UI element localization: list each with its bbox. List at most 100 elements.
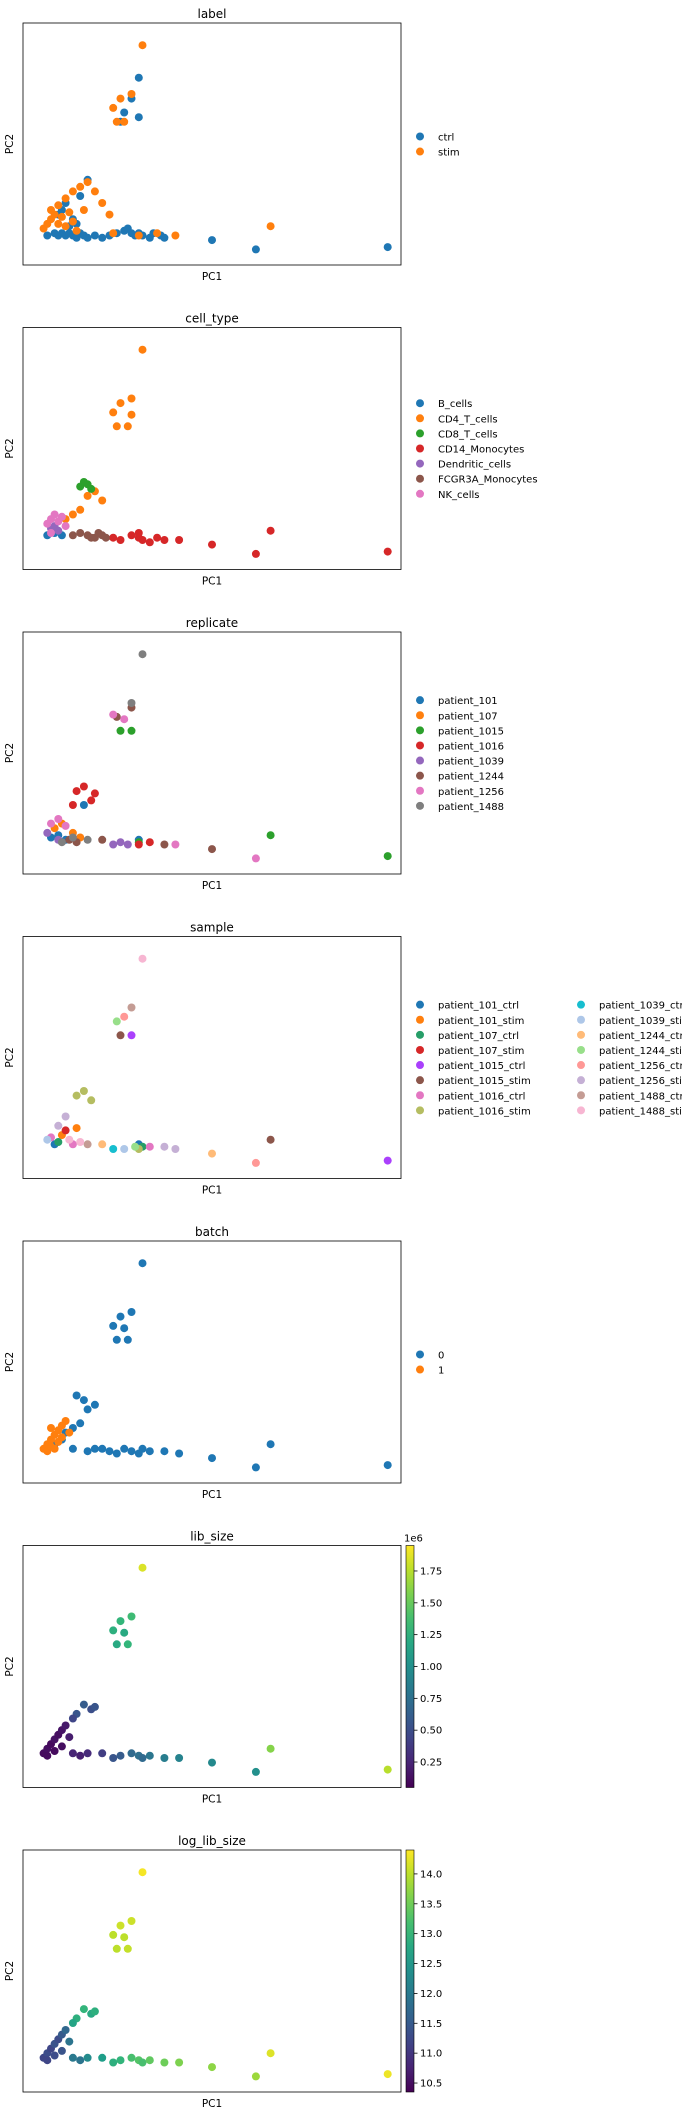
- chart-title: label: [197, 7, 226, 21]
- point: [123, 1944, 132, 1953]
- point-patient_1488: [68, 833, 77, 842]
- legend-marker: [416, 771, 424, 780]
- point-stim: [134, 231, 143, 240]
- legend-label: 1: [438, 1366, 444, 1377]
- point: [43, 1751, 52, 1760]
- legend-marker: [416, 444, 424, 453]
- x-axis-label: PC1: [202, 576, 222, 588]
- point-0: [175, 1449, 184, 1458]
- point-0: [83, 1405, 92, 1414]
- chart-title: replicate: [186, 616, 238, 630]
- point-patient_1488: [83, 835, 92, 844]
- legend-label: patient_1016_stim: [438, 1106, 531, 1117]
- legend-marker: [577, 1045, 585, 1054]
- point-patient_1016: [79, 782, 88, 791]
- point: [83, 1749, 92, 1758]
- point-patient_1256: [61, 821, 70, 830]
- legend-marker: [416, 786, 424, 795]
- point: [98, 2053, 107, 2062]
- point-ctrl: [134, 113, 143, 122]
- point: [79, 2005, 88, 2014]
- point: [251, 2072, 260, 2081]
- point-0: [90, 1444, 99, 1453]
- colorbar-tick-label: 11.5: [420, 2019, 442, 2030]
- point-NK_cells: [57, 512, 66, 521]
- legend-label: patient_1244: [438, 772, 504, 783]
- point: [65, 2037, 74, 2046]
- point: [160, 1754, 169, 1762]
- legend-label: patient_1488: [438, 802, 504, 813]
- point-stim: [57, 212, 66, 221]
- legend-label: patient_101_ctrl: [438, 1001, 519, 1012]
- point: [50, 2051, 59, 2060]
- point-CD14_Monocytes: [160, 536, 169, 544]
- point: [109, 1626, 118, 1635]
- legend-label: patient_1039: [438, 757, 504, 768]
- point-ctrl: [208, 236, 216, 245]
- x-axis-label: PC1: [202, 1794, 222, 1806]
- colorbar-tick-label: 1.00: [420, 1662, 442, 1673]
- legend-marker: [577, 1000, 585, 1009]
- legend-marker: [416, 756, 424, 765]
- point-patient_1256: [171, 840, 180, 849]
- point-0: [109, 1321, 118, 1330]
- point-stim: [68, 217, 77, 226]
- point-CD14_Monocytes: [266, 526, 275, 535]
- scatter-points: [43, 650, 392, 863]
- colorbar: 10.5 11.0 11.5 12.0 12.5 13.0 13.5 14.0: [405, 1849, 442, 2093]
- legend-marker: [416, 1015, 424, 1024]
- legend: 01: [416, 1350, 444, 1377]
- point-0: [90, 1400, 99, 1409]
- point-ctrl: [134, 73, 143, 82]
- legend-marker: [416, 696, 424, 705]
- plot-frame: [22, 22, 402, 266]
- colorbar-tick-label: 1.75: [420, 1566, 442, 1577]
- point-patient_1016_ctrl: [145, 1142, 154, 1151]
- point: [68, 2019, 77, 2027]
- point-patient_1016: [68, 801, 77, 809]
- point-patient_1488: [127, 699, 136, 707]
- panel-log_lib_size: log_lib_size PC1 PC2 10.5 11.0 11.5 12.0 12.5 13…: [4, 1834, 442, 2110]
- point-CD4_T_cells: [127, 394, 136, 403]
- point: [90, 2007, 99, 2016]
- point-patient_1016_stim: [72, 1091, 81, 1100]
- point-stim: [153, 229, 162, 238]
- plot-frame: [22, 327, 402, 570]
- x-axis-label: PC1: [202, 1489, 222, 1501]
- chart-title: sample: [190, 921, 234, 935]
- legend-marker: [416, 1000, 424, 1009]
- point-FCGR3A_Monocytes: [87, 533, 96, 542]
- point-0: [120, 1444, 129, 1453]
- point-stim: [68, 187, 77, 196]
- legend-marker: [416, 1030, 424, 1039]
- point-patient_1039_stim: [43, 1135, 52, 1144]
- point: [120, 1628, 129, 1637]
- point-FCGR3A_Monocytes: [68, 531, 77, 540]
- chart-title: cell_type: [185, 312, 238, 326]
- x-axis-label: PC1: [202, 2098, 222, 2110]
- point-patient_1015_stim: [116, 1031, 125, 1040]
- legend: ctrl stim: [416, 132, 460, 159]
- point-0: [208, 1454, 216, 1463]
- point-patient_1488_ctrl: [83, 1140, 92, 1149]
- point-FCGR3A_Monocytes: [76, 529, 85, 537]
- point-patient_1488: [57, 838, 66, 847]
- point-NK_cells: [50, 510, 59, 519]
- point-CD14_Monocytes: [138, 536, 147, 544]
- point-patient_1488: [138, 650, 147, 659]
- legend-marker: [577, 1091, 585, 1100]
- legend-marker: [416, 1091, 424, 1100]
- point-CD4_T_cells: [98, 496, 107, 505]
- point: [68, 1714, 77, 1723]
- point-patient_1039: [43, 828, 52, 837]
- point: [112, 1944, 121, 1953]
- legend-label: ctrl: [438, 132, 454, 143]
- point-patient_1016: [72, 787, 81, 796]
- legend-label: patient_101: [438, 696, 498, 707]
- plot-frame: [22, 631, 402, 875]
- point-ctrl: [90, 231, 99, 240]
- point: [109, 1754, 118, 1762]
- legend-label: stim: [438, 148, 460, 159]
- point-stim: [105, 210, 114, 219]
